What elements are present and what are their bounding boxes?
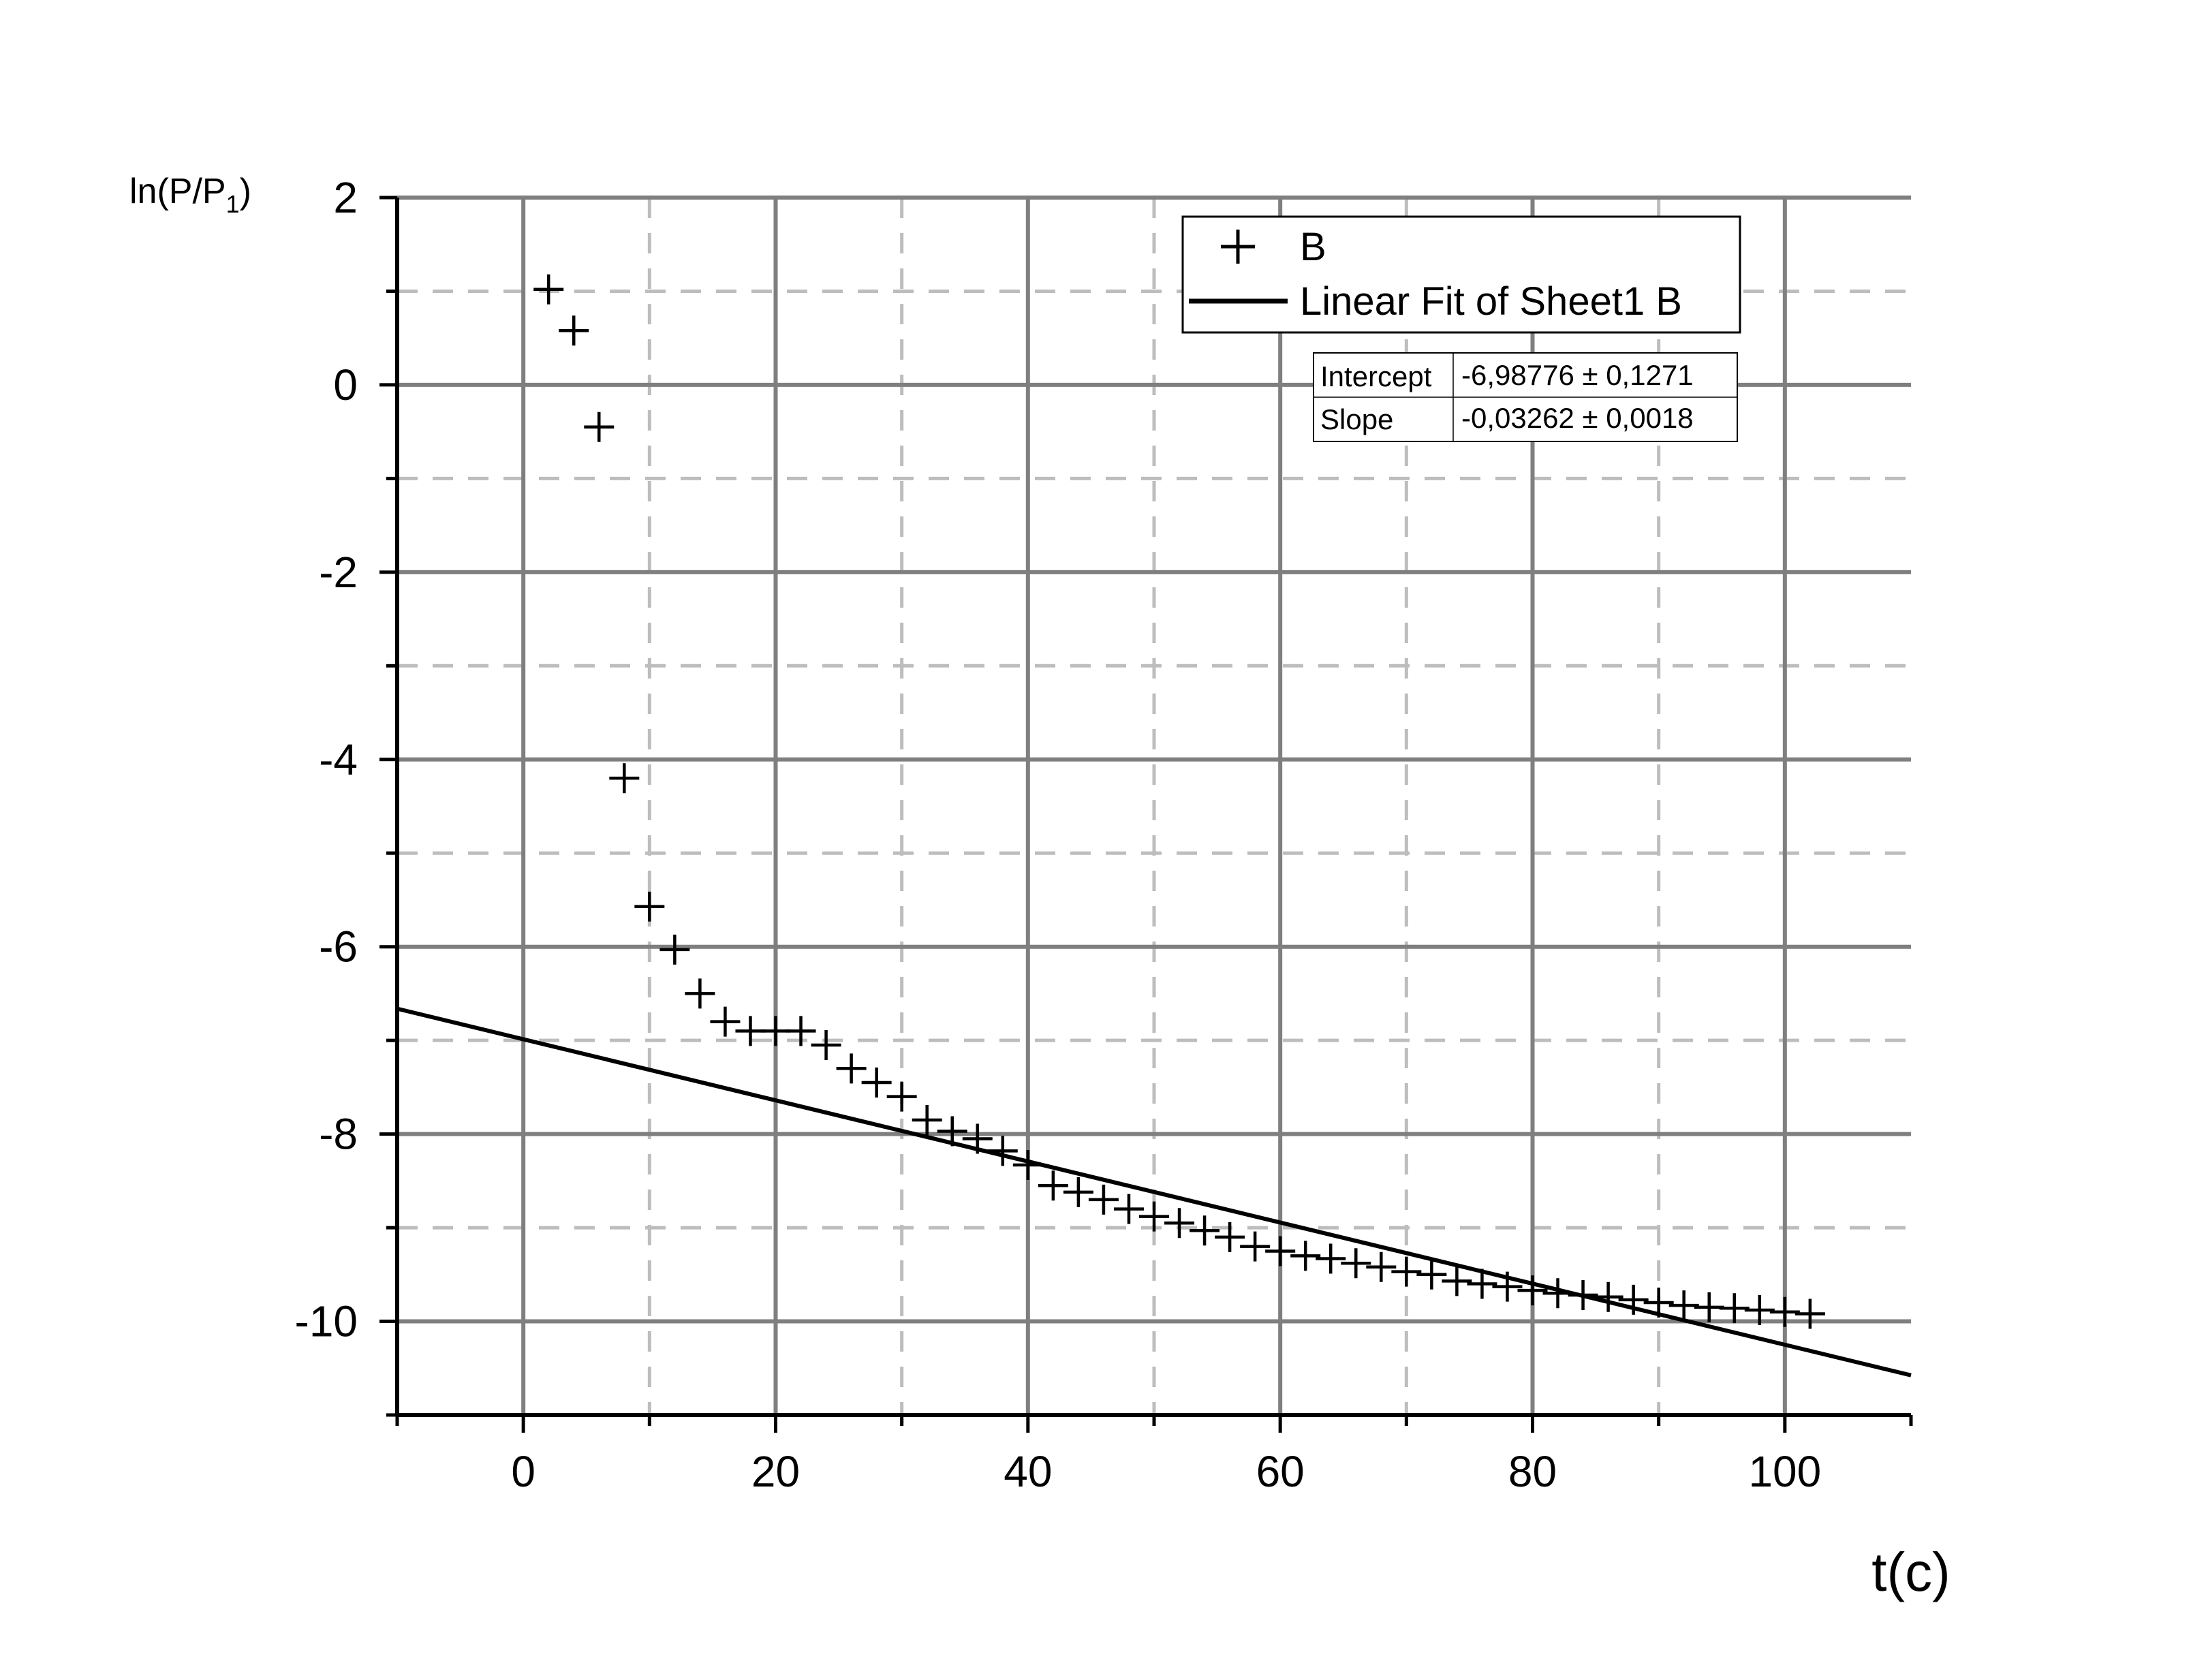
data-point — [559, 315, 589, 346]
data-point — [987, 1136, 1018, 1166]
data-point — [1290, 1241, 1321, 1271]
y-tick-label: 2 — [333, 173, 358, 222]
data-point — [584, 411, 615, 442]
data-point — [1618, 1284, 1649, 1315]
data-point — [1719, 1293, 1750, 1324]
data-point — [886, 1081, 917, 1112]
data-point — [1139, 1201, 1169, 1232]
legend-box — [1181, 215, 1741, 334]
data-point — [685, 978, 715, 1009]
data-point — [533, 274, 564, 305]
data-point — [1467, 1269, 1497, 1299]
data-point — [836, 1053, 867, 1084]
data-point — [937, 1116, 967, 1147]
fit-stats-table: Intercept -6,98776 ± 0,1271 Slope -0,032… — [1313, 352, 1738, 442]
data-point — [1391, 1256, 1422, 1287]
x-tick-label: 100 — [1748, 1447, 1821, 1496]
data-point — [1517, 1275, 1548, 1306]
data-point — [1316, 1243, 1346, 1274]
data-point — [760, 1016, 791, 1046]
data-point — [1038, 1170, 1068, 1201]
data-point — [1215, 1222, 1245, 1252]
x-tick-label: 20 — [751, 1447, 800, 1496]
data-point — [1593, 1281, 1623, 1312]
legend-label-fit: Linear Fit of Sheet1 B — [1300, 279, 1682, 324]
data-point — [1341, 1248, 1371, 1279]
data-point — [1113, 1194, 1144, 1224]
y-tick-label: 0 — [333, 360, 358, 409]
data-point — [786, 1016, 816, 1046]
legend-marker-plus-icon — [1221, 230, 1255, 264]
data-point — [1769, 1296, 1800, 1327]
data-point — [1568, 1280, 1598, 1311]
legend-label-b: B — [1300, 225, 1326, 269]
data-point — [735, 1016, 766, 1046]
data-point — [1794, 1298, 1825, 1329]
data-point — [1542, 1278, 1573, 1309]
stats-label-slope: Slope — [1320, 403, 1393, 435]
stats-label-intercept: Intercept — [1320, 360, 1432, 392]
data-point — [1012, 1149, 1043, 1180]
data-point — [912, 1104, 942, 1135]
data-point — [1190, 1215, 1220, 1246]
points-layer — [533, 274, 1825, 1329]
x-tick-label: 80 — [1508, 1447, 1557, 1496]
data-point — [1240, 1231, 1271, 1262]
data-point — [962, 1123, 993, 1154]
data-point — [659, 934, 690, 965]
data-point — [1694, 1292, 1724, 1322]
x-tick-label: 60 — [1256, 1447, 1305, 1496]
data-point — [710, 1006, 741, 1037]
x-axis-title: t(c) — [1871, 1542, 1951, 1602]
y-tick-label: -10 — [295, 1297, 358, 1346]
legend: B Linear Fit of Sheet1 B — [1181, 215, 1741, 334]
data-point — [1063, 1177, 1093, 1207]
stats-value-slope: -0,03262 ± 0,0018 — [1461, 402, 1694, 434]
y-tick-label: -4 — [319, 735, 358, 784]
x-tick-label: 0 — [511, 1447, 535, 1496]
y-tick-label: -6 — [319, 922, 358, 971]
data-point — [861, 1068, 892, 1098]
stats-value-intercept: -6,98776 ± 0,1271 — [1461, 359, 1694, 391]
data-point — [1668, 1290, 1699, 1321]
data-point — [1744, 1295, 1775, 1326]
data-point — [609, 763, 640, 794]
y-tick-label: -8 — [319, 1110, 358, 1159]
x-tick-label: 40 — [1004, 1447, 1052, 1496]
data-point — [634, 891, 665, 922]
data-point — [1492, 1271, 1523, 1302]
data-point — [1265, 1236, 1296, 1266]
data-point — [1366, 1251, 1397, 1282]
data-point — [1643, 1288, 1674, 1318]
y-tick-label: -2 — [319, 548, 358, 597]
data-point — [1164, 1208, 1195, 1239]
y-axis-title: ln(P/P1) — [129, 172, 251, 218]
data-point — [811, 1030, 841, 1061]
data-point — [1088, 1184, 1119, 1215]
data-point — [1442, 1266, 1472, 1296]
data-point — [1416, 1259, 1447, 1290]
